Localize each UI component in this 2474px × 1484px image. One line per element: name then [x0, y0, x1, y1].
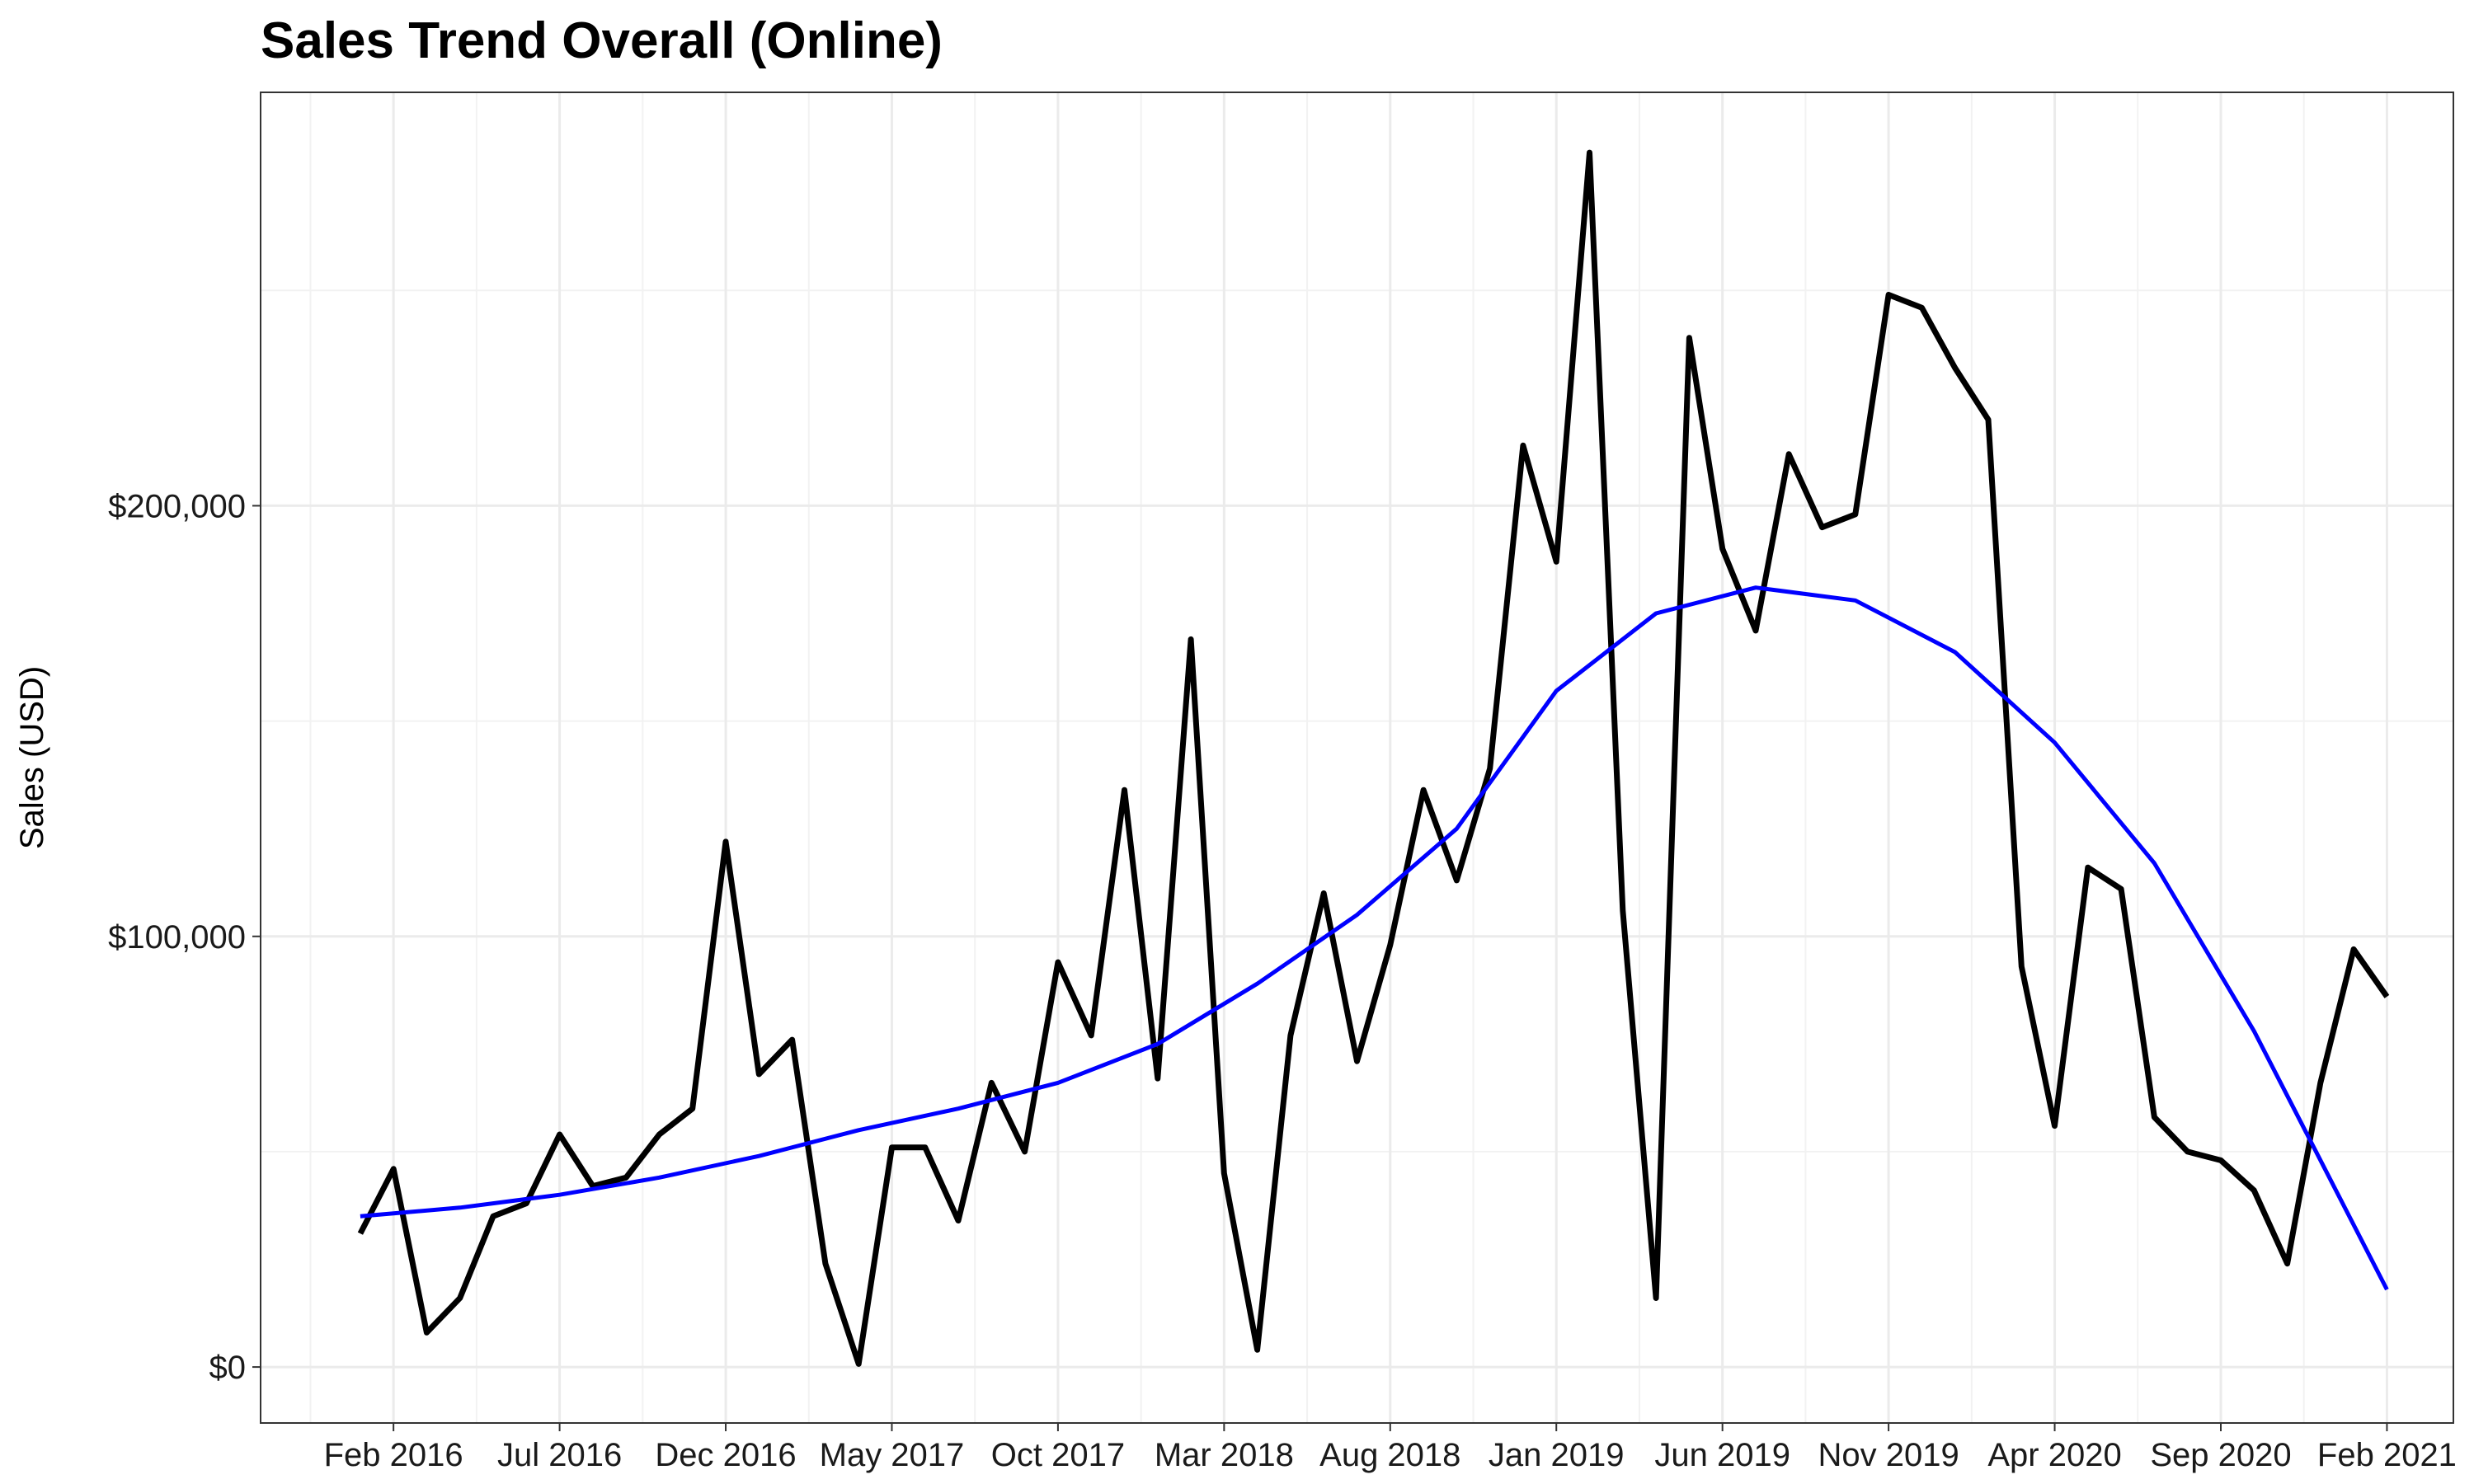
plot-panel-border — [260, 92, 2454, 1424]
y-tick-label: $100,000 — [108, 919, 246, 956]
x-tick-label: Oct 2017 — [991, 1437, 1125, 1473]
series-layer — [357, 149, 2390, 1367]
minor-gridlines — [261, 92, 2453, 1423]
x-tick-label: Mar 2018 — [1155, 1437, 1294, 1473]
x-tick-label: May 2017 — [820, 1437, 965, 1473]
x-tick-label: Aug 2018 — [1319, 1437, 1460, 1473]
y-axis-label: Sales (USD) — [14, 666, 50, 849]
x-tick-label: Sep 2020 — [2150, 1437, 2291, 1473]
x-tick-label: Jul 2016 — [497, 1437, 622, 1473]
x-tick-label: Apr 2020 — [1987, 1437, 2121, 1473]
x-tick-label: Feb 2016 — [324, 1437, 463, 1473]
trend-series-line — [360, 585, 2389, 1291]
x-tick-label: Dec 2016 — [655, 1437, 796, 1473]
chart-title: Sales Trend Overall (Online) — [261, 12, 943, 69]
y-tick-label: $0 — [209, 1350, 247, 1386]
major-gridlines — [261, 92, 2453, 1423]
y-tick-label: $200,000 — [108, 488, 246, 524]
sales-series-line — [357, 149, 2390, 1367]
x-tick-label: Jan 2019 — [1489, 1437, 1625, 1473]
x-tick-label: Feb 2021 — [2317, 1437, 2457, 1473]
axes: $0 $100,000 $200,000 Feb 2016 Jul 2016 Dec 20… — [108, 488, 2457, 1473]
x-tick-label: Jun 2019 — [1654, 1437, 1790, 1473]
x-tick-label: Nov 2019 — [1818, 1437, 1959, 1473]
